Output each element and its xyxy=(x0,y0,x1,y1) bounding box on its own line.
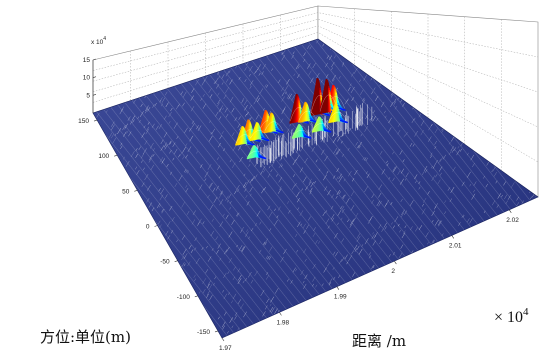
y-tick-label: -100 xyxy=(177,294,190,301)
z-axis-ticks: 15 10 5 xyxy=(83,57,97,113)
y-tick-label: -150 xyxy=(197,329,210,336)
back-walls xyxy=(92,5,539,198)
x-tick-label: 1.97 xyxy=(219,345,232,352)
y-axis-ticks: 150 100 50 0 -50 -100 -150 xyxy=(78,118,219,336)
x-tick-label: 1.98 xyxy=(276,319,289,326)
y-tick-label: 150 xyxy=(78,118,89,125)
x-tick-label: 2.02 xyxy=(506,217,519,224)
surface-peak xyxy=(235,126,255,146)
wall-grid xyxy=(92,8,539,171)
x-axis-label: 距离 /m xyxy=(352,332,406,350)
x-tick-label: 1.99 xyxy=(334,294,347,301)
surface-peak xyxy=(249,122,270,142)
surface-floor xyxy=(92,38,539,339)
x-tick-label: 2.01 xyxy=(449,242,462,249)
y-axis-label: 方位:单位(m) xyxy=(40,328,131,346)
z-tick-label: 10 xyxy=(83,75,91,82)
z-axis-multiplier: x 104 xyxy=(91,36,106,46)
surface-peak xyxy=(264,112,284,134)
z-tick-label: 5 xyxy=(86,92,90,99)
x-tick-label: 2 xyxy=(391,268,395,275)
y-tick-label: -50 xyxy=(160,259,170,266)
surface-peak xyxy=(291,123,312,139)
surface-peak xyxy=(328,103,348,124)
z-tick-label: 15 xyxy=(83,57,91,64)
x-axis-ticks: 1.97 1.98 1.99 2 2.01 2.02 xyxy=(219,209,519,352)
surface-peak xyxy=(311,116,332,133)
floor-texture xyxy=(96,40,535,334)
x-axis-multiplier: × 104 xyxy=(494,306,529,326)
surface-peak xyxy=(246,145,267,160)
y-tick-label: 100 xyxy=(98,153,109,160)
y-tick-label: 0 xyxy=(146,224,150,231)
y-tick-label: 50 xyxy=(122,188,130,195)
surface-peak xyxy=(298,101,318,123)
surface-peaks xyxy=(235,77,348,160)
